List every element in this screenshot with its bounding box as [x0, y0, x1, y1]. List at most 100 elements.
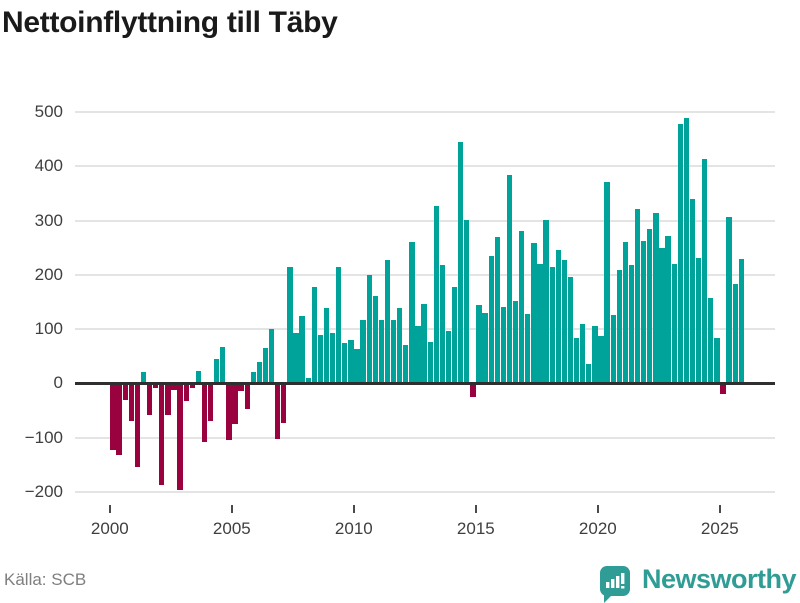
y-tick-label-400: 400 — [34, 156, 63, 176]
bar-2004Q1 — [207, 383, 214, 422]
x-tick-2010 — [352, 505, 355, 513]
x-tick-label-2025: 2025 — [700, 519, 739, 538]
bar-2005Q2 — [238, 383, 244, 392]
bar-2012Q3 — [415, 326, 421, 384]
bar-2021Q2 — [628, 265, 635, 384]
bar-2013Q3 — [439, 264, 446, 384]
bar-2011Q1 — [378, 319, 385, 384]
bar-2022Q1 — [647, 229, 653, 384]
bar-2024Q4 — [714, 337, 720, 384]
x-tick-label-2000: 2000 — [90, 519, 129, 538]
bar-2020Q4 — [616, 270, 622, 384]
bar-2008Q3 — [317, 334, 324, 384]
gridline-200 — [75, 273, 775, 276]
bar-2002Q2 — [165, 383, 171, 416]
bar-2017Q3 — [537, 264, 543, 384]
bar-2004Q3 — [220, 346, 226, 384]
bar-2004Q2 — [214, 358, 220, 384]
x-tick-2015 — [474, 505, 477, 513]
bar-2002Q1 — [159, 383, 165, 486]
bar-2007Q4 — [299, 315, 305, 384]
bar-2016Q2 — [506, 175, 513, 384]
bar-2021Q4 — [641, 240, 647, 384]
logo-tail — [604, 594, 613, 603]
bar-2008Q2 — [311, 286, 317, 384]
bar-2018Q1 — [549, 267, 555, 384]
bar-2020Q3 — [610, 314, 616, 384]
bar-2015Q3 — [488, 256, 494, 384]
bar-2024Q2 — [702, 159, 708, 384]
y-tick-label-0: 0 — [53, 373, 63, 393]
x-tick-2025 — [718, 505, 721, 513]
bar-2005Q4 — [250, 371, 256, 384]
bar-2009Q2 — [336, 266, 342, 384]
bar-2010Q2 — [360, 319, 366, 384]
plot-area — [75, 111, 775, 493]
bar-2021Q1 — [622, 242, 629, 384]
bar-2003Q2 — [189, 383, 195, 388]
bar-2006Q1 — [256, 362, 263, 384]
bar-2004Q4 — [226, 383, 232, 441]
bar-2006Q3 — [268, 329, 275, 384]
gridline-500 — [75, 111, 775, 114]
bar-2020Q2 — [604, 181, 610, 384]
bar-2023Q2 — [677, 123, 683, 384]
source-credit: Källa: SCB — [4, 570, 87, 589]
bar-chart-pin-icon — [600, 566, 630, 596]
bar-2017Q1 — [525, 313, 531, 384]
bar-2019Q2 — [580, 323, 586, 384]
y-tick-label-500: 500 — [34, 102, 63, 122]
bar-2022Q4 — [665, 235, 671, 384]
bar-2005Q1 — [232, 383, 238, 425]
bar-2011Q2 — [384, 259, 391, 384]
bar-2015Q4 — [494, 236, 500, 384]
bar-2014Q1 — [451, 287, 458, 384]
bar-2000Q3 — [122, 383, 128, 400]
bar-2019Q3 — [586, 363, 592, 384]
x-tick-2020 — [596, 505, 599, 513]
bar-2002Q4 — [177, 383, 183, 490]
bar-2003Q3 — [195, 370, 202, 384]
gridline--200 — [75, 490, 775, 493]
bar-2023Q4 — [689, 198, 696, 384]
bar-2012Q2 — [409, 241, 415, 384]
y-tick-label-−100: −100 — [24, 427, 63, 447]
bar-2019Q4 — [592, 325, 598, 384]
y-tick-label-100: 100 — [34, 319, 63, 339]
bar-2022Q2 — [653, 212, 659, 384]
gridline--100 — [75, 436, 775, 439]
brand-wordmark: Newsworthy — [642, 564, 797, 594]
x-tick-label-2015: 2015 — [456, 519, 495, 538]
y-tick-label-200: 200 — [34, 264, 63, 284]
bar-2014Q4 — [470, 383, 476, 397]
bar-2018Q3 — [561, 259, 568, 384]
bar-2017Q4 — [543, 219, 549, 384]
bar-2018Q4 — [567, 276, 574, 384]
bar-2001Q1 — [134, 383, 141, 468]
bar-2021Q3 — [634, 209, 641, 384]
bar-2024Q1 — [695, 257, 702, 384]
bar-2018Q2 — [555, 250, 561, 384]
y-tick-label-300: 300 — [34, 210, 63, 230]
y-tick-label-−200: −200 — [24, 481, 63, 501]
gridline-300 — [75, 219, 775, 222]
bar-2013Q4 — [445, 331, 452, 384]
bar-2010Q4 — [372, 296, 378, 384]
bar-2017Q2 — [531, 243, 537, 384]
bar-2010Q1 — [354, 348, 360, 384]
bar-2014Q2 — [458, 142, 464, 384]
bar-2025Q3 — [732, 284, 738, 384]
bar-2016Q1 — [500, 306, 507, 384]
bar-2024Q3 — [708, 298, 714, 384]
bar-2007Q3 — [293, 332, 299, 384]
bar-2025Q1 — [720, 383, 726, 395]
x-tick-2005 — [230, 505, 233, 513]
x-tick-label-2020: 2020 — [578, 519, 617, 538]
bar-2019Q1 — [573, 338, 580, 384]
zero-axis-line — [75, 381, 775, 385]
bar-2007Q2 — [287, 266, 293, 384]
bar-2013Q2 — [433, 206, 439, 384]
bar-2009Q3 — [342, 342, 348, 384]
bar-2012Q1 — [403, 345, 409, 384]
bar-2001Q4 — [153, 383, 159, 388]
